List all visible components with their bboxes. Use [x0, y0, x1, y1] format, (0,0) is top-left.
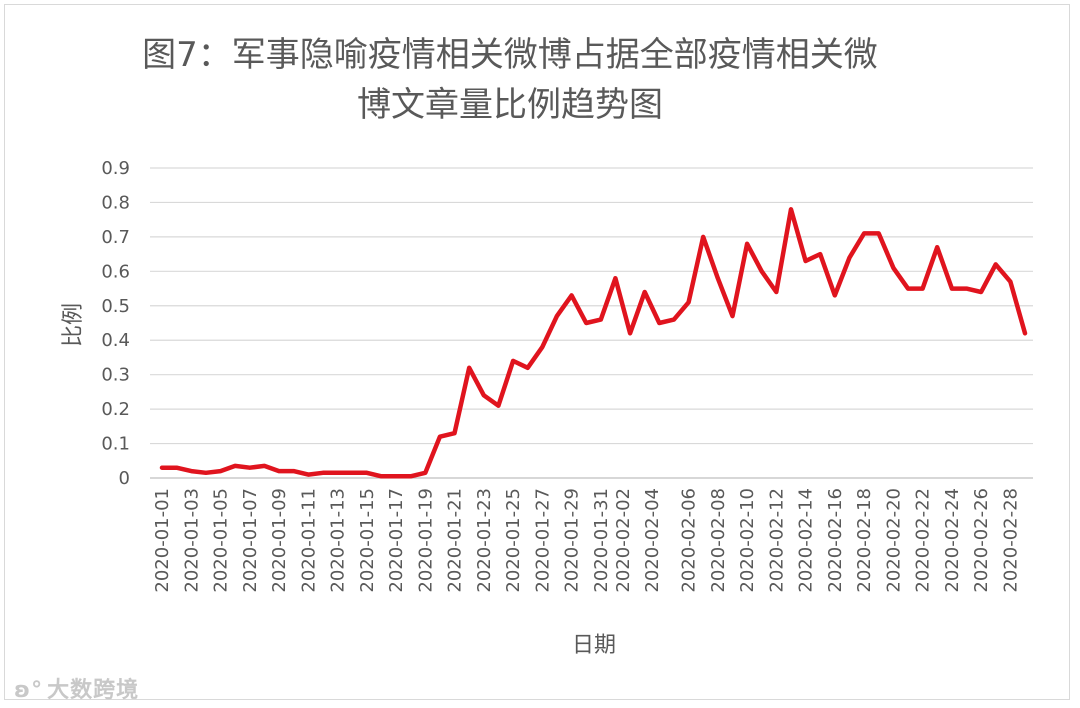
y-tick-label: 0 [119, 468, 130, 489]
gridlines [150, 167, 1033, 479]
x-tick-label: 2020-01-09 [269, 488, 290, 593]
x-tick-label: 2020-02-26 [971, 488, 992, 593]
watermark: ʚ° 大数跨境 [14, 672, 139, 704]
x-tick-label: 2020-01-17 [386, 488, 407, 593]
y-tick-label: 0.1 [101, 434, 130, 455]
chart-title-line-1: 图7：军事隐喻疫情相关微博占据全部疫情相关微 [142, 35, 878, 75]
series-line [159, 207, 1028, 479]
x-tick-label: 2020-02-28 [1000, 488, 1021, 593]
y-axis-ticks: 0 0.1 0.2 0.3 0.4 0.5 0.6 0.7 0.8 0.9 [101, 158, 130, 489]
x-tick-label: 2020-01-07 [240, 488, 261, 593]
x-tick-label: 2020-01-29 [562, 488, 583, 593]
x-tick-label: 2020-02-16 [825, 488, 846, 593]
x-tick-label: 2020-02-10 [737, 488, 758, 593]
x-axis-label: 日期 [572, 633, 616, 658]
y-tick-label: 0.6 [101, 261, 130, 282]
x-tick-label: 2020-02-14 [796, 488, 817, 593]
y-axis-label: 比例 [61, 303, 86, 347]
x-tick-label: 2020-02-04 [642, 488, 663, 593]
y-tick-label: 0.9 [101, 158, 130, 179]
x-tick-label: 2020-01-21 [445, 488, 466, 593]
x-tick-label: 2020-01-25 [503, 488, 524, 593]
x-tick-label: 2020-02-22 [913, 488, 934, 593]
y-tick-label: 0.4 [101, 330, 130, 351]
x-tick-label: 2020-01-03 [181, 488, 202, 593]
x-tick-label: 2020-02-12 [766, 488, 787, 593]
x-tick-label: 2020-01-15 [357, 488, 378, 593]
x-tick-label: 2020-01-31 [591, 488, 612, 593]
x-tick-label: 2020-02-18 [854, 488, 875, 593]
x-tick-label: 2020-01-13 [328, 488, 349, 593]
x-tick-label: 2020-01-05 [211, 488, 232, 593]
x-tick-label: 2020-02-06 [679, 488, 700, 593]
x-tick-label: 2020-01-23 [474, 488, 495, 593]
chart-title-line-2: 博文章量比例趋势图 [357, 85, 663, 125]
x-tick-label: 2020-01-01 [152, 488, 173, 593]
y-tick-label: 0.5 [101, 296, 130, 317]
brand-logo-icon: ʚ° [14, 678, 44, 703]
x-axis-ticks: 2020-01-01 2020-01-03 2020-01-05 2020-01-07… [152, 488, 1021, 593]
y-tick-label: 0.3 [101, 365, 130, 386]
y-tick-label: 0.2 [101, 399, 130, 420]
chart-title: 图7：军事隐喻疫情相关微博占据全部疫情相关微 博文章量比例趋势图 [60, 30, 960, 130]
y-tick-label: 0.7 [101, 227, 130, 248]
x-tick-label: 2020-02-20 [883, 488, 904, 593]
x-tick-label: 2020-01-11 [298, 488, 319, 593]
x-tick-label: 2020-01-27 [532, 488, 553, 593]
y-tick-label: 0.8 [101, 192, 130, 213]
watermark-text: 大数跨境 [47, 678, 140, 703]
x-tick-label: 2020-02-08 [708, 488, 729, 593]
x-tick-label: 2020-02-02 [613, 488, 634, 593]
x-tick-label: 2020-02-24 [942, 488, 963, 593]
x-tick-label: 2020-01-19 [415, 488, 436, 593]
